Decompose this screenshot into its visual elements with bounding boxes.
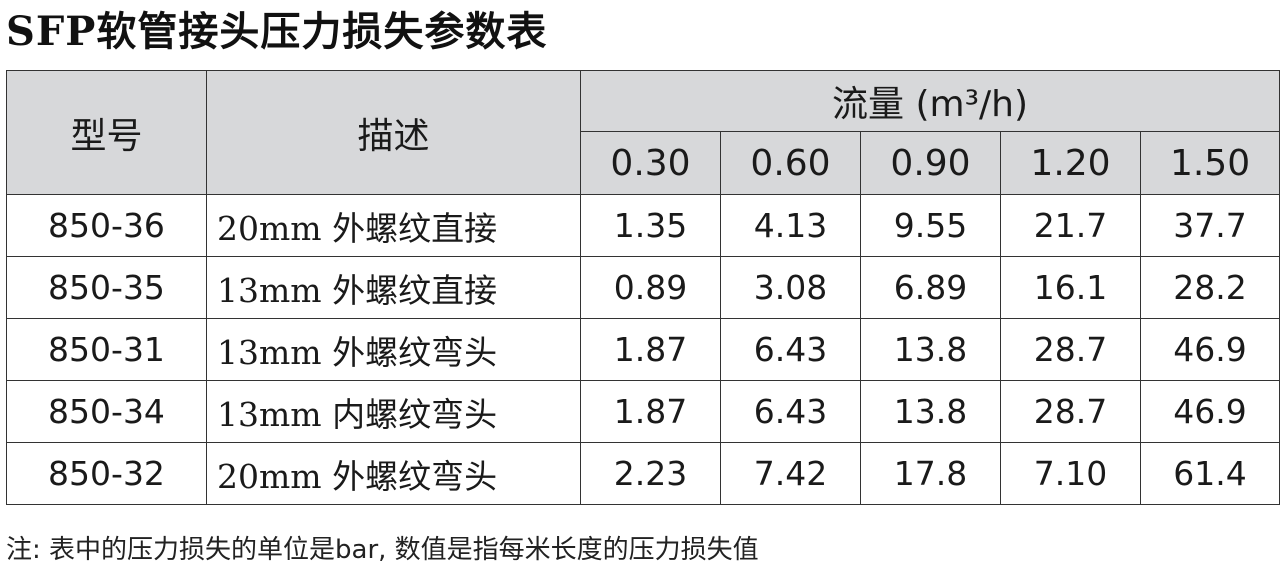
description-cell: 13mm 外螺纹弯头 [206, 318, 581, 381]
value-cell: 28.7 [1000, 318, 1141, 381]
column-header-model: 型号 [6, 70, 207, 195]
value-cell: 2.23 [580, 442, 721, 505]
value-cell: 17.8 [860, 442, 1001, 505]
header-row-top: 型号 描述 流量 (m³/h) [6, 70, 1281, 195]
value-cell: 7.10 [1000, 442, 1141, 505]
table-row: 850-35 13mm 外螺纹直接 0.89 3.08 6.89 16.1 28… [6, 256, 1281, 319]
flow-value-header: 1.50 [1139, 131, 1281, 195]
flow-value-header: 0.30 [580, 131, 721, 195]
value-cell: 28.2 [1139, 256, 1281, 319]
value-cell: 1.87 [580, 318, 721, 381]
value-cell: 3.08 [720, 256, 861, 319]
flow-value-header: 1.20 [1000, 131, 1141, 195]
value-cell: 4.13 [720, 194, 861, 257]
value-cell: 16.1 [1000, 256, 1141, 319]
table-row: 850-32 20mm 外螺纹弯头 2.23 7.42 17.8 7.10 61… [6, 442, 1281, 505]
page-title: SFP软管接头压力损失参数表 [6, 8, 548, 55]
description-cell: 20mm 外螺纹弯头 [206, 442, 581, 505]
model-cell: 850-32 [6, 442, 207, 505]
column-header-description: 描述 [206, 70, 581, 195]
value-cell: 0.89 [580, 256, 721, 319]
flow-value-header: 0.60 [720, 131, 861, 195]
value-cell: 13.8 [860, 380, 1001, 443]
value-cell: 37.7 [1139, 194, 1281, 257]
footnote: 注: 表中的压力损失的单位是bar, 数值是指每米长度的压力损失值 [6, 535, 759, 565]
flow-value-header: 0.90 [860, 131, 1001, 195]
table-row: 850-31 13mm 外螺纹弯头 1.87 6.43 13.8 28.7 46… [6, 318, 1281, 381]
model-cell: 850-34 [6, 380, 207, 443]
value-cell: 21.7 [1000, 194, 1141, 257]
description-cell: 13mm 内螺纹弯头 [206, 380, 581, 443]
model-cell: 850-36 [6, 194, 207, 257]
model-cell: 850-35 [6, 256, 207, 319]
value-cell: 28.7 [1000, 380, 1141, 443]
description-cell: 13mm 外螺纹直接 [206, 256, 581, 319]
value-cell: 13.8 [860, 318, 1001, 381]
value-cell: 1.87 [580, 380, 721, 443]
table-row: 850-34 13mm 内螺纹弯头 1.87 6.43 13.8 28.7 46… [6, 380, 1281, 443]
value-cell: 6.43 [720, 318, 861, 381]
value-cell: 6.43 [720, 380, 861, 443]
model-cell: 850-31 [6, 318, 207, 381]
header-row-flow-values: 0.30 0.60 0.90 1.20 1.50 [7, 131, 1281, 195]
value-cell: 1.35 [580, 194, 721, 257]
value-cell: 9.55 [860, 194, 1001, 257]
table-row: 850-36 20mm 外螺纹直接 1.35 4.13 9.55 21.7 37… [6, 194, 1281, 257]
value-cell: 61.4 [1139, 442, 1281, 505]
pressure-loss-table: 型号 描述 流量 (m³/h) 0.30 0.60 0.90 1.20 1.50… [6, 70, 1281, 505]
value-cell: 7.42 [720, 442, 861, 505]
value-cell: 46.9 [1139, 380, 1281, 443]
value-cell: 6.89 [860, 256, 1001, 319]
description-cell: 20mm 外螺纹直接 [206, 194, 581, 257]
value-cell: 46.9 [1139, 318, 1281, 381]
column-header-flow: 流量 (m³/h) [579, 70, 1281, 132]
